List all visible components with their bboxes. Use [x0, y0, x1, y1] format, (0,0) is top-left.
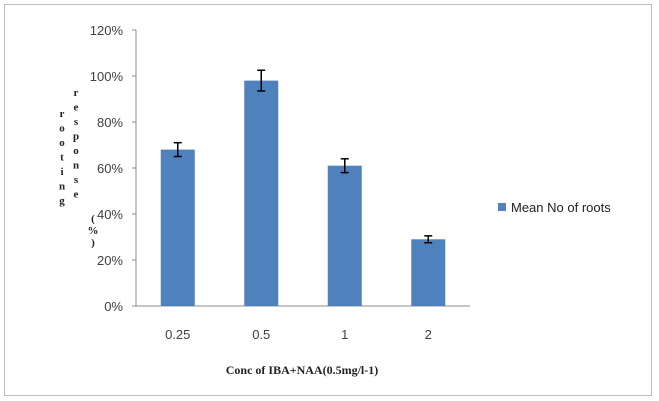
x-tick-label: 2: [425, 327, 432, 342]
y-axis-title-char: %: [88, 225, 99, 237]
y-tick-label: 40%: [97, 207, 123, 222]
x-axis-title: Conc of IBA+NAA(0.5mg/l-1): [226, 363, 379, 377]
y-tick-label: 20%: [97, 253, 123, 268]
y-axis-title-char: s: [74, 116, 79, 128]
legend: Mean No of roots: [498, 200, 611, 215]
x-tick-label: 0.5: [252, 327, 270, 342]
y-tick-label: 80%: [97, 115, 123, 130]
y-axis-title-char: g: [59, 195, 65, 207]
y-tick-label: 100%: [90, 69, 124, 84]
y-axis-title-char: p: [73, 131, 79, 143]
y-axis-title-char: r: [74, 87, 79, 99]
y-axis-title-char: e: [74, 189, 79, 201]
bar-0.5: [244, 80, 279, 306]
y-axis-title-char: t: [60, 152, 64, 164]
bar-0.25: [160, 149, 195, 306]
y-axis-title-char: s: [74, 174, 79, 186]
legend-label: Mean No of roots: [511, 200, 611, 215]
x-tick-label: 1: [341, 327, 348, 342]
y-axis-title-char: n: [73, 160, 79, 172]
x-tick-label: 0.25: [165, 327, 190, 342]
y-tick-label: 120%: [90, 23, 124, 38]
bars: [160, 80, 446, 306]
legend-swatch: [498, 203, 506, 211]
y-axis-title-char: n: [59, 181, 65, 193]
y-axis-title-char: e: [74, 102, 79, 114]
bar-2: [411, 239, 446, 306]
bar-1: [327, 165, 362, 306]
y-axis-title-char: ): [91, 237, 95, 249]
y-tick-label: 60%: [97, 161, 123, 176]
y-axis-title-char: o: [59, 123, 65, 135]
y-axis-title-char: o: [59, 137, 65, 149]
y-axis-title-char: (: [91, 213, 95, 225]
y-tick-label: 0%: [104, 299, 123, 314]
x-ticks: 0.25 0.5 1 2: [165, 327, 432, 342]
y-ticks: 0% 20% 40% 60% 80% 100% 120%: [90, 23, 136, 314]
error-bars: [173, 69, 433, 244]
y-axis-title-char: o: [73, 145, 79, 157]
y-axis-title-char: i: [60, 166, 63, 178]
y-axis-title-char: r: [60, 108, 65, 120]
